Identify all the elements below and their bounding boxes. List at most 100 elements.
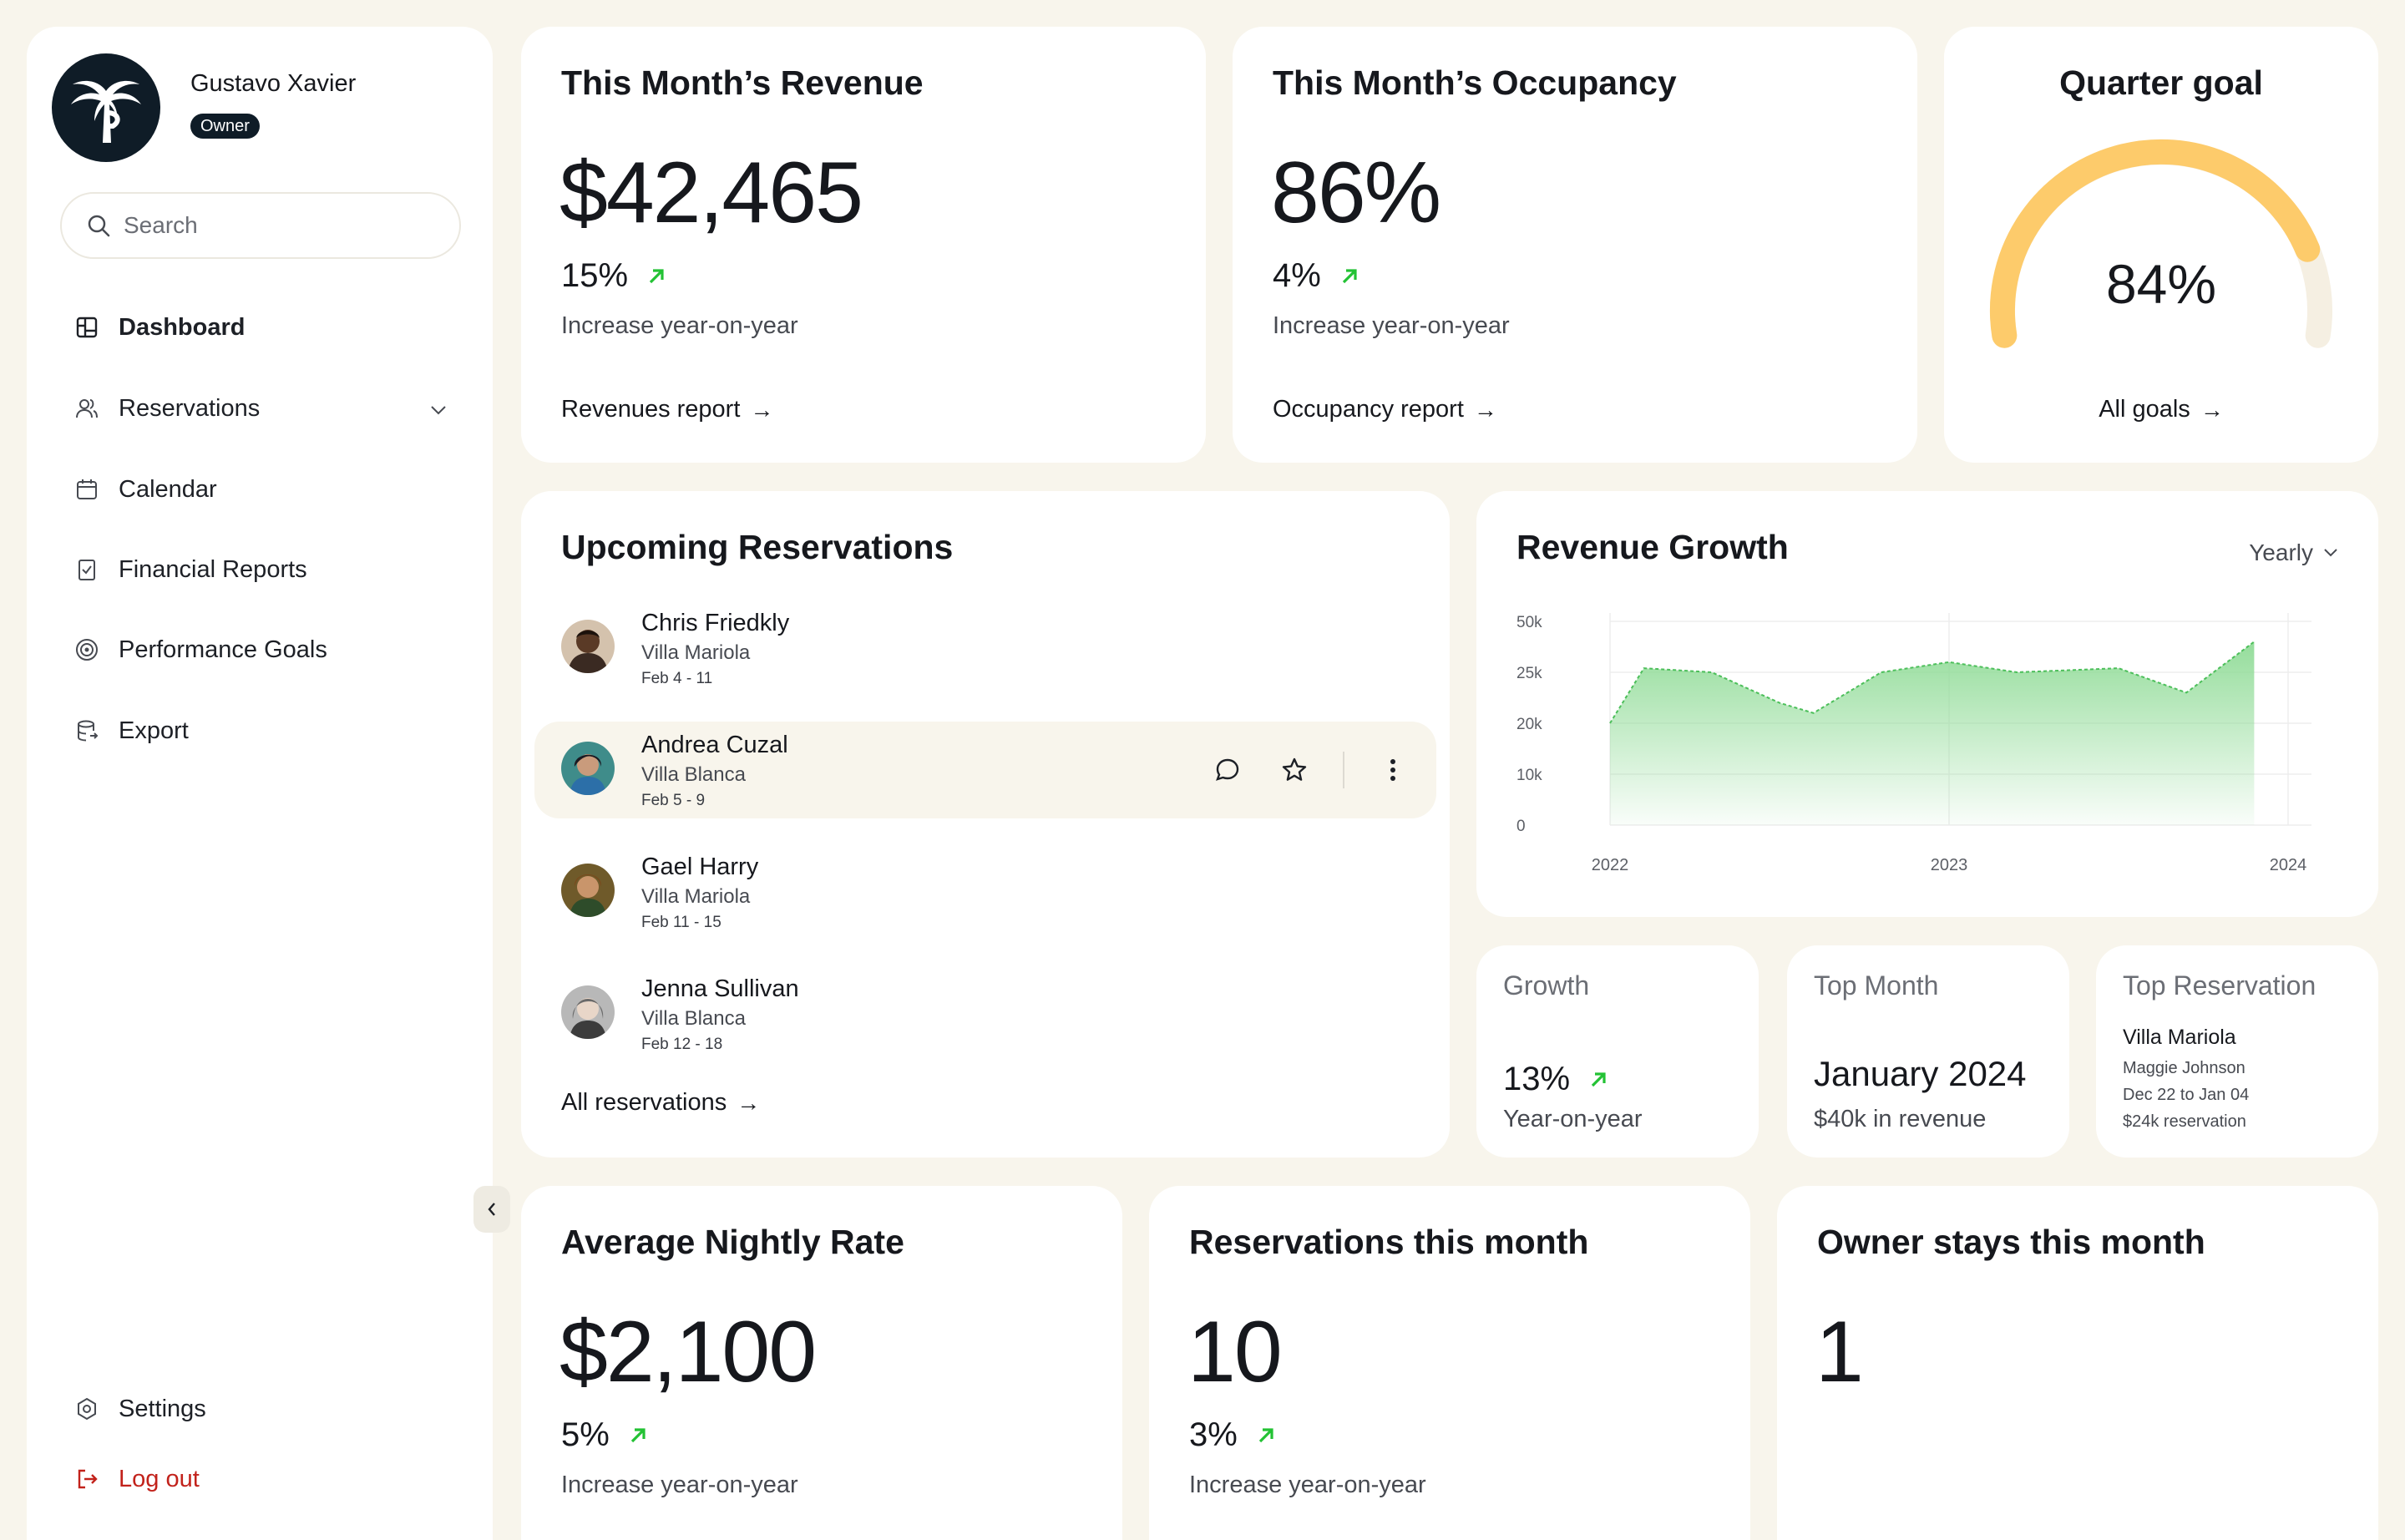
guest-name: Gael Harry xyxy=(641,854,759,880)
arrow-up-right-icon xyxy=(630,1427,646,1442)
guest-name: Andrea Cuzal xyxy=(641,732,788,758)
revenue-value: $42,465 xyxy=(559,144,863,241)
all-reservations-link[interactable]: All reservations → xyxy=(561,1089,760,1117)
growth-caption: Year-on-year xyxy=(1503,1106,1643,1132)
nav-export-label: Export xyxy=(119,717,189,744)
owner-stays-card: Owner stays this month 1 xyxy=(1777,1186,2378,1540)
top-month-card: Top Month January 2024 $40k in revenue xyxy=(1787,945,2069,1158)
arrow-right-icon: → xyxy=(737,1089,761,1116)
arrow-up-right-icon xyxy=(649,268,664,283)
divider xyxy=(1343,752,1344,788)
search-icon xyxy=(88,215,110,237)
reservations-month-change: 3% xyxy=(1189,1416,1276,1454)
top-reservation-guest: Maggie Johnson xyxy=(2123,1059,2246,1077)
revenue-title: This Month’s Revenue xyxy=(561,63,924,102)
database-icon xyxy=(73,717,100,744)
all-goals-label: All goals xyxy=(2099,396,2190,423)
stay-dates: Feb 4 - 11 xyxy=(641,670,713,687)
arrow-up-right-icon xyxy=(1258,1427,1273,1442)
palm-logo-icon xyxy=(71,80,141,143)
reservations-month-card: Reservations this month 10 3% Increase y… xyxy=(1149,1186,1750,1540)
y-tick-label: 10k xyxy=(1516,767,1542,784)
guest-name: Chris Friedkly xyxy=(641,610,790,636)
x-tick-label: 2024 xyxy=(2270,856,2307,874)
x-tick-label: 2022 xyxy=(1592,856,1629,874)
top-reservation-label: Top Reservation xyxy=(2123,970,2316,1000)
message-icon[interactable] xyxy=(1209,752,1246,788)
nightly-rate-pct: 5% xyxy=(561,1416,610,1453)
nav-dashboard[interactable]: Dashboard xyxy=(73,302,458,352)
revenues-report-link[interactable]: Revenues report → xyxy=(561,396,773,423)
collapse-sidebar-button[interactable] xyxy=(473,1186,510,1233)
x-tick-label: 2023 xyxy=(1931,856,1968,874)
occupancy-title: This Month’s Occupancy xyxy=(1273,63,1677,102)
nightly-rate-value: $2,100 xyxy=(559,1304,817,1401)
chart-area xyxy=(1610,641,2255,825)
nav-logout[interactable]: Log out xyxy=(73,1454,458,1504)
nav-calendar[interactable]: Calendar xyxy=(73,464,458,514)
more-vertical-icon[interactable] xyxy=(1375,752,1411,788)
nav-performance-goals[interactable]: Performance Goals xyxy=(73,625,458,675)
avatar xyxy=(561,742,615,795)
y-tick-label: 0 xyxy=(1516,818,1526,835)
chevron-down-icon xyxy=(2324,549,2337,557)
reservations-month-caption: Increase year-on-year xyxy=(1189,1472,1426,1498)
brand-logo[interactable] xyxy=(52,53,160,162)
nav-financial-reports[interactable]: Financial Reports xyxy=(73,545,458,595)
upcoming-title: Upcoming Reservations xyxy=(561,528,954,566)
arrow-up-right-icon xyxy=(1342,268,1357,283)
top-month-value: January 2024 xyxy=(1814,1054,2027,1093)
all-reservations-label: All reservations xyxy=(561,1089,727,1116)
search-input[interactable] xyxy=(124,212,441,239)
reservation-row[interactable]: Andrea Cuzal Villa Blanca Feb 5 - 9 xyxy=(534,722,1436,818)
revenue-growth-title: Revenue Growth xyxy=(1516,528,1789,566)
top-month-label: Top Month xyxy=(1814,970,1939,1000)
reservations-month-title: Reservations this month xyxy=(1189,1223,1589,1261)
top-reservation-amount: $24k reservation xyxy=(2123,1112,2246,1131)
occupancy-card: This Month’s Occupancy 86% 4% Increase y… xyxy=(1233,27,1917,463)
revenue-growth-card: Revenue Growth Yearly 50k 25k 20k 10k 0 2022… xyxy=(1476,491,2378,917)
nav-export[interactable]: Export xyxy=(73,706,458,756)
reservation-actions xyxy=(1179,752,1411,788)
period-dropdown[interactable]: Yearly xyxy=(2249,540,2338,566)
villa-name: Villa Mariola xyxy=(641,885,751,908)
revenue-card: This Month’s Revenue $42,465 15% Increas… xyxy=(521,27,1206,463)
period-label: Yearly xyxy=(2249,540,2313,565)
occupancy-report-link[interactable]: Occupancy report → xyxy=(1273,396,1497,423)
chevron-left-icon xyxy=(488,1203,495,1216)
target-icon xyxy=(73,636,100,663)
revenue-pct: 15% xyxy=(561,257,629,294)
guest-name: Jenna Sullivan xyxy=(641,975,799,1002)
top-reservation-villa: Villa Mariola xyxy=(2123,1026,2236,1049)
report-icon xyxy=(73,556,100,583)
upcoming-reservations-card: Upcoming Reservations Chris Friedkly Vil… xyxy=(521,491,1450,1158)
logout-icon xyxy=(73,1466,100,1492)
quarter-goal-gauge xyxy=(1989,139,2332,348)
star-icon[interactable] xyxy=(1276,752,1313,788)
villa-name: Villa Mariola xyxy=(641,641,751,664)
quarter-goal-title: Quarter goal xyxy=(2059,63,2263,102)
gauge-fill xyxy=(1989,139,2321,348)
nav-reservations[interactable]: Reservations xyxy=(73,383,458,433)
nav-settings[interactable]: Settings xyxy=(73,1384,458,1434)
reservation-row[interactable]: Gael Harry Villa Mariola Feb 11 - 15 xyxy=(534,843,1436,940)
search-field[interactable] xyxy=(60,192,461,259)
growth-change: 13% xyxy=(1503,1061,1608,1098)
occupancy-pct: 4% xyxy=(1273,257,1321,294)
reservation-row[interactable]: Jenna Sullivan Villa Blanca Feb 12 - 18 xyxy=(534,965,1436,1062)
nav-performance-goals-label: Performance Goals xyxy=(119,636,327,663)
user-name: Gustavo Xavier xyxy=(190,70,357,97)
occupancy-caption: Increase year-on-year xyxy=(1273,312,1510,339)
growth-label: Growth xyxy=(1503,970,1590,1000)
arrow-up-right-icon xyxy=(1591,1071,1606,1087)
top-month-caption: $40k in revenue xyxy=(1814,1106,1987,1132)
nightly-rate-caption: Increase year-on-year xyxy=(561,1472,798,1498)
users-icon xyxy=(73,395,100,422)
chevron-down-icon[interactable] xyxy=(429,395,448,423)
nightly-rate-change: 5% xyxy=(561,1416,648,1454)
revenue-caption: Increase year-on-year xyxy=(561,312,798,339)
y-tick-label: 25k xyxy=(1516,665,1542,682)
nav-financial-reports-label: Financial Reports xyxy=(119,555,307,583)
reservation-row[interactable]: Chris Friedkly Villa Mariola Feb 4 - 11 xyxy=(534,600,1436,697)
all-goals-link[interactable]: All goals → xyxy=(1944,396,2378,423)
